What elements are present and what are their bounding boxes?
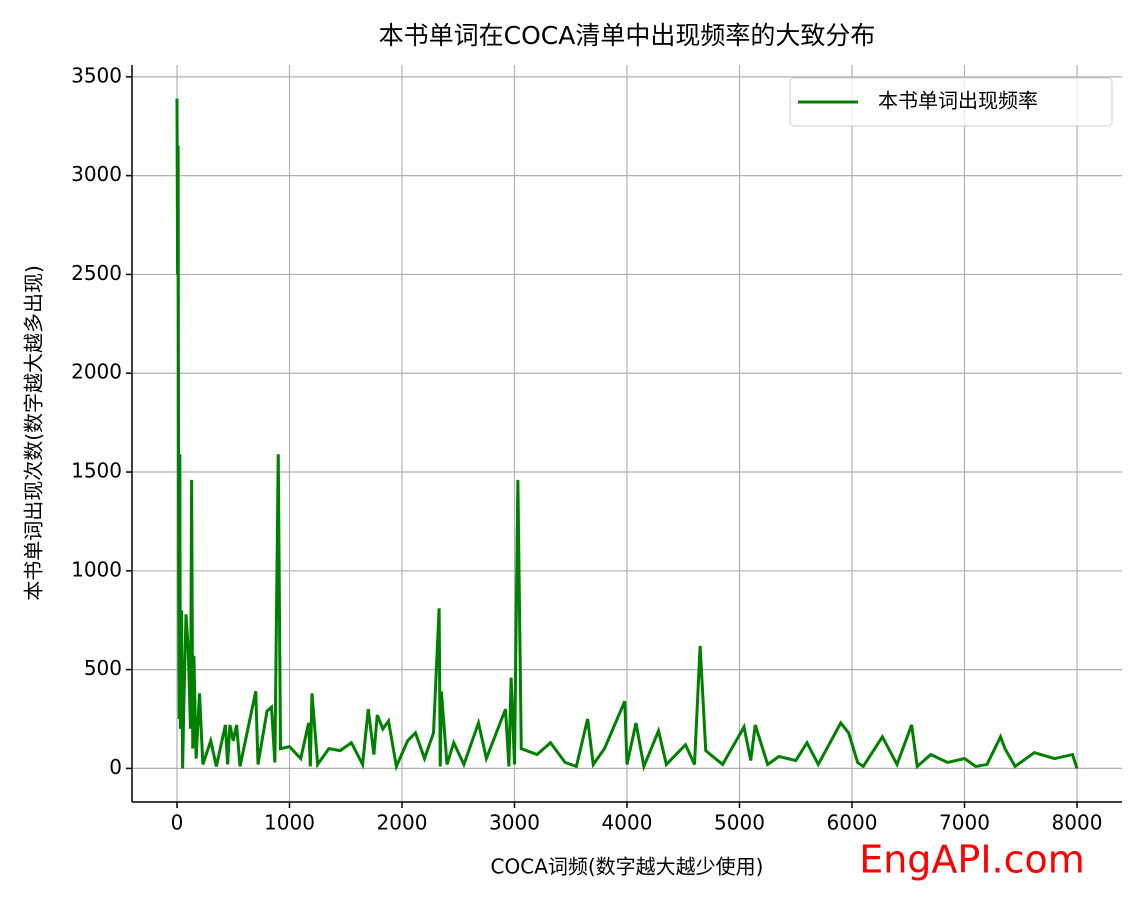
x-tick-label: 7000 bbox=[939, 811, 990, 835]
x-tick-label: 3000 bbox=[489, 811, 540, 835]
x-axis-label: COCA词频(数字越大越少使用) bbox=[491, 855, 764, 879]
y-tick-label: 3500 bbox=[71, 63, 122, 87]
y-axis-label: 本书单词出现次数(数字越大越多出现) bbox=[22, 265, 46, 601]
x-tick-label: 5000 bbox=[714, 811, 765, 835]
x-tick-label: 4000 bbox=[602, 811, 653, 835]
watermark: EngAPI.com bbox=[859, 838, 1085, 882]
y-tick-label: 1000 bbox=[71, 557, 122, 581]
x-tick-label: 2000 bbox=[377, 811, 428, 835]
data-line bbox=[175, 98, 1079, 772]
legend-box bbox=[789, 77, 1113, 127]
y-tick-label: 1500 bbox=[71, 459, 122, 483]
x-tick-label: 6000 bbox=[827, 811, 878, 835]
chart-title: 本书单词在COCA清单中出现频率的大致分布 bbox=[379, 21, 876, 50]
y-tick-label: 2000 bbox=[71, 360, 122, 384]
legend-label: 本书单词出现频率 bbox=[878, 89, 1038, 113]
y-tick-label: 3000 bbox=[71, 162, 122, 186]
x-tick-label: 0 bbox=[171, 811, 184, 835]
y-tick-label: 2500 bbox=[71, 261, 122, 285]
x-tick-label: 8000 bbox=[1052, 811, 1103, 835]
x-tick-label: 1000 bbox=[264, 811, 315, 835]
y-tick-label: 500 bbox=[84, 656, 122, 680]
y-tick-label: 0 bbox=[109, 755, 122, 779]
